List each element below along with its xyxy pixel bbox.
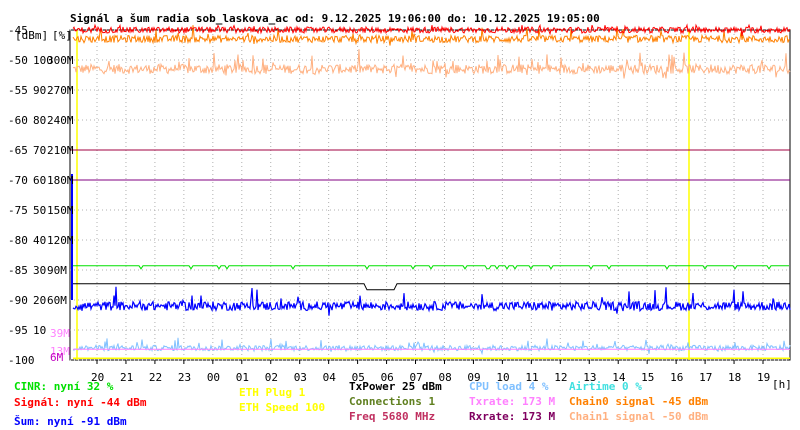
y-tick-dbm: -80 xyxy=(8,234,28,247)
x-tick-label: 04 xyxy=(323,371,337,384)
series-noise xyxy=(72,286,791,316)
x-tick-label: 19 xyxy=(757,371,770,384)
legend-cinr: CINR: nyní 32 % xyxy=(14,380,114,393)
axis-layer: -45-50-55-60-65-70-75-80-85-90-95-100100… xyxy=(8,24,770,384)
x-tick-label: 13 xyxy=(583,371,596,384)
y-tick-rate: 60M xyxy=(47,294,67,307)
x-tick-label: 03 xyxy=(294,371,307,384)
legend-freq: Freq 5680 MHz xyxy=(349,410,436,423)
y-tick-dbm: -75 xyxy=(8,204,28,217)
y-tick-rate-small: 39M xyxy=(50,327,70,340)
y-tick-dbm: -50 xyxy=(8,54,28,67)
y-tick-dbm: -85 xyxy=(8,264,28,277)
legend-txpower: TxPower 25 dBm xyxy=(349,380,442,393)
legend-cpu-load: CPU load 4 % xyxy=(469,380,549,393)
legend-connections: Connections 1 xyxy=(349,395,436,408)
series-signal xyxy=(72,23,791,37)
legend-txrate: Txrate: 173 M xyxy=(469,395,556,408)
legend-signal: Signál: nyní -44 dBm xyxy=(14,396,147,409)
y-tick-percent: 10 xyxy=(33,324,46,337)
x-tick-label: 17 xyxy=(699,371,712,384)
y-tick-percent: 100 xyxy=(33,54,53,67)
y-tick-rate: 300M xyxy=(47,54,74,67)
y-tick-rate: 210M xyxy=(47,144,74,157)
plot-frame xyxy=(69,29,791,361)
x-tick-label: 15 xyxy=(641,371,654,384)
x-tick-label: 11 xyxy=(525,371,538,384)
y-tick-percent: 40 xyxy=(33,234,46,247)
x-tick-label: 10 xyxy=(496,371,509,384)
y-tick-percent: 30 xyxy=(33,264,46,277)
legend-eth-plug: ETH Plug 1 xyxy=(239,386,306,399)
y-tick-percent: 90 xyxy=(33,84,46,97)
legend-rxrate: Rxrate: 173 M xyxy=(469,410,556,423)
y-tick-rate: 270M xyxy=(47,84,74,97)
y-tick-dbm: -55 xyxy=(8,84,28,97)
x-tick-label: 21 xyxy=(120,371,133,384)
chart-title: Signál a šum radia sob_laskova_ac od: 9.… xyxy=(70,12,600,25)
grid xyxy=(69,29,791,361)
y-tick-dbm: -100 xyxy=(8,354,35,367)
legend-eth-speed: ETH Speed 100 xyxy=(239,401,326,414)
x-tick-label: 22 xyxy=(149,371,162,384)
x-tick-label: 08 xyxy=(438,371,451,384)
x-tick-label: 16 xyxy=(670,371,683,384)
y-tick-dbm: -70 xyxy=(8,174,28,187)
x-unit: [h] xyxy=(772,378,792,391)
y-unit-percent: [%] xyxy=(52,29,72,42)
legend-chain1: Chain1 signal -50 dBm xyxy=(569,410,709,423)
x-tick-label: 06 xyxy=(381,371,394,384)
y-unit-dbm: [dBm] xyxy=(15,29,48,42)
y-tick-percent: 20 xyxy=(33,294,46,307)
y-tick-rate-small: 6M xyxy=(50,351,64,364)
y-tick-percent: 50 xyxy=(33,204,46,217)
y-tick-dbm: -90 xyxy=(8,294,28,307)
legend-noise: Šum: nyní -91 dBm xyxy=(14,415,127,428)
y-tick-percent: 70 xyxy=(33,144,46,157)
series-cinr xyxy=(73,265,789,270)
y-tick-rate: 90M xyxy=(47,264,67,277)
y-tick-rate-small: 13M xyxy=(50,345,70,358)
y-tick-percent: 80 xyxy=(33,114,46,127)
legend-airtime: Airtime 0 % xyxy=(569,380,642,393)
series-txpower xyxy=(73,283,790,291)
x-tick-label: 07 xyxy=(410,371,423,384)
x-tick-label: 18 xyxy=(728,371,741,384)
series-chain0 xyxy=(72,25,791,46)
y-tick-dbm: -95 xyxy=(8,324,28,337)
y-tick-rate: 240M xyxy=(47,114,74,127)
y-tick-rate: 120M xyxy=(47,234,74,247)
y-tick-dbm: -45 xyxy=(8,24,28,37)
legend-chain0: Chain0 signal -45 dBm xyxy=(569,395,709,408)
y-tick-dbm: -65 xyxy=(8,144,28,157)
x-tick-label: 00 xyxy=(207,371,220,384)
x-tick-label: 05 xyxy=(352,371,365,384)
x-tick-label: 23 xyxy=(178,371,191,384)
series-chain1 xyxy=(72,49,791,79)
series-layer xyxy=(71,23,791,359)
y-tick-percent: 60 xyxy=(33,174,46,187)
x-tick-label: 12 xyxy=(554,371,567,384)
y-tick-rate: 150M xyxy=(47,204,74,217)
x-tick-label: 14 xyxy=(612,371,626,384)
x-tick-label: 09 xyxy=(467,371,480,384)
y-tick-dbm: -60 xyxy=(8,114,28,127)
y-tick-rate: 180M xyxy=(47,174,74,187)
x-tick-label: 20 xyxy=(91,371,104,384)
x-tick-label: 02 xyxy=(265,371,278,384)
series-cpu-load xyxy=(72,337,791,356)
x-tick-label: 01 xyxy=(236,371,249,384)
